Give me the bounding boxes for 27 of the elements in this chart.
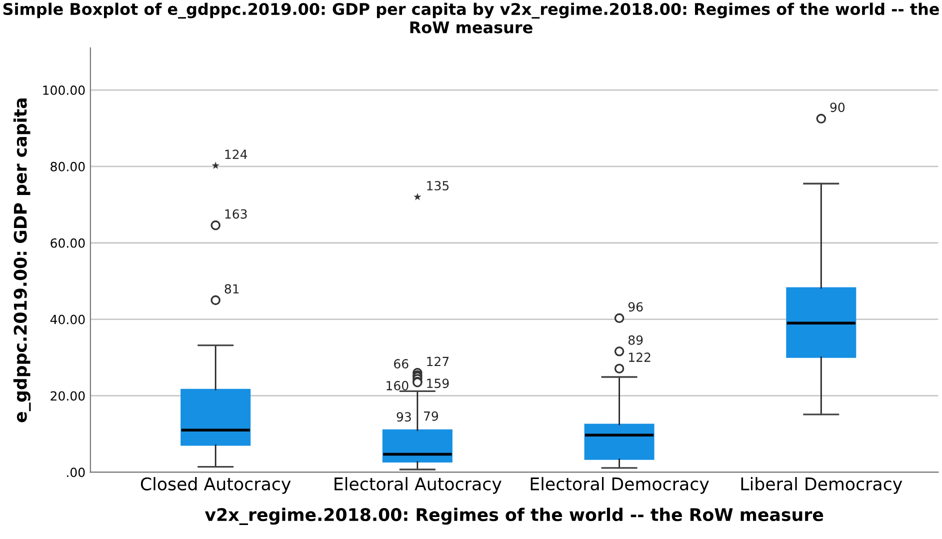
- chart-title: Simple Boxplot of e_gdppc.2019.00: GDP per capita by v2x_regime.2018.00: Regimes of the world -- the RoW measure: [3, 2, 939, 34]
- y-tick-label: 60.00: [50, 238, 85, 248]
- annotation: 93: [396, 412, 411, 422]
- annotation: 135: [427, 180, 449, 190]
- y-tick-label: 40.00: [50, 314, 85, 324]
- x-axis-title: v2x_regime.2018.00: Regimes of the world -- the RoW measure: [204, 508, 824, 525]
- annotation: 81: [224, 284, 239, 294]
- annotation: 127: [427, 356, 449, 366]
- y-axis-title: e_gdppc.2019.00: GDP per capita: [13, 98, 31, 422]
- y-tick-label: .00: [67, 468, 85, 478]
- x-tick-label: Liberal Democracy: [741, 477, 902, 494]
- annotation: 96: [628, 302, 643, 312]
- annotation: 90: [830, 102, 845, 112]
- x-tick-label: Closed Autocracy: [140, 477, 291, 494]
- annotation: 79: [424, 411, 438, 421]
- x-tick-label: Electoral Autocracy: [334, 477, 502, 494]
- annotation: 89: [628, 335, 643, 345]
- y-tick-label: 20.00: [50, 391, 85, 401]
- annotation: 160: [386, 380, 408, 390]
- annotation: 124: [225, 150, 248, 159]
- annotation: 163: [225, 209, 247, 219]
- y-tick-label: 100.00: [43, 85, 85, 95]
- annotation: 122: [629, 352, 650, 362]
- x-tick-label: Electoral Democracy: [530, 477, 709, 494]
- annotation: 159: [427, 378, 449, 388]
- annotation: 66: [394, 359, 408, 369]
- y-tick-label: 80.00: [50, 162, 85, 172]
